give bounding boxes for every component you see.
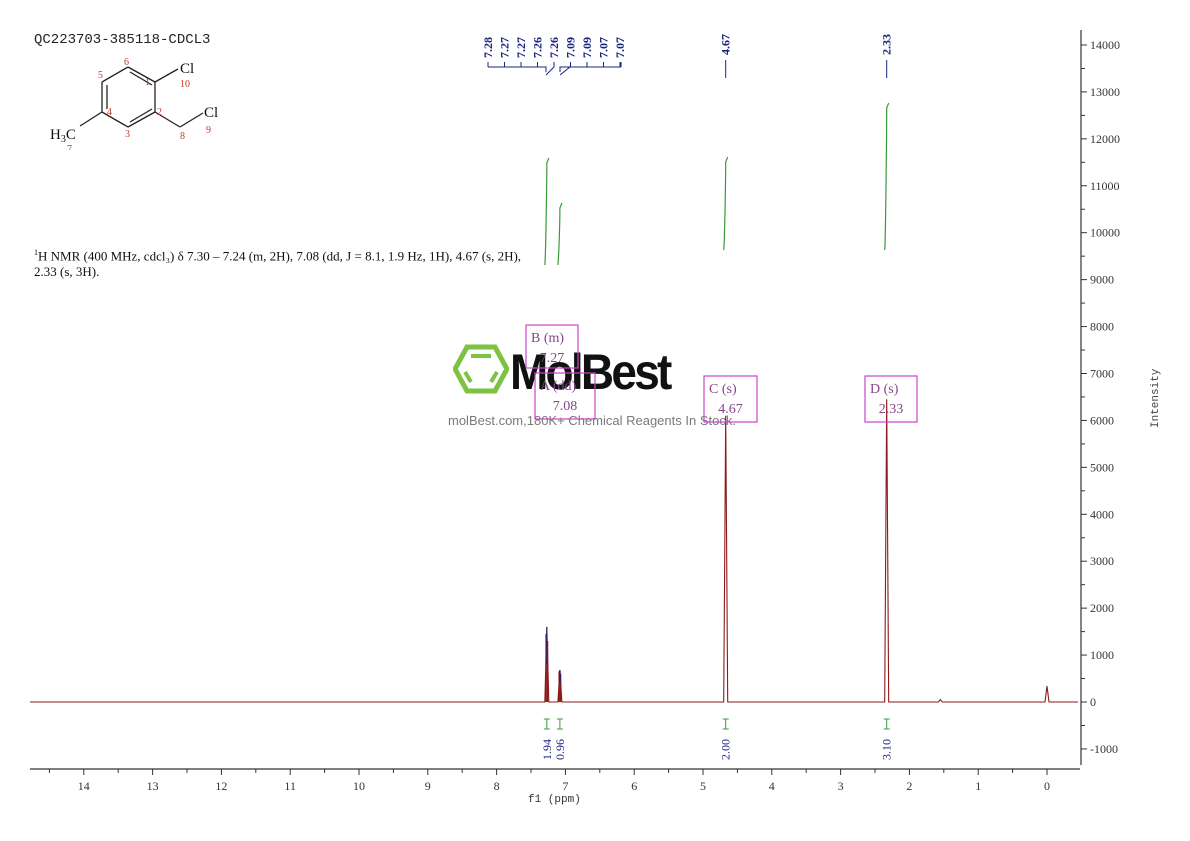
x-tick-label: 4 [769, 779, 775, 793]
svg-text:5: 5 [98, 70, 103, 81]
y-tick-label: 9000 [1090, 273, 1114, 287]
x-tick-label: 1 [975, 779, 981, 793]
integral-value: 3.10 [880, 739, 894, 760]
y-tick-label: 12000 [1090, 132, 1120, 146]
svg-text:4: 4 [107, 107, 112, 118]
nmr-summary: 1H NMR (400 MHz, cdcl₃) δ 7.30 – 7.24 (m… [34, 245, 634, 280]
x-tick-label: 6 [631, 779, 637, 793]
x-tick-label: 3 [838, 779, 844, 793]
methyl-label: H3C [50, 127, 76, 145]
y-tick-label: 2000 [1090, 601, 1114, 615]
svg-text:8: 8 [180, 131, 185, 142]
molbest-logo-icon [453, 344, 509, 394]
svg-text:2: 2 [157, 107, 162, 118]
x-tick-label: 10 [353, 779, 365, 793]
peak-label: 7.26 [531, 37, 545, 58]
integral-curve [557, 202, 563, 266]
summary-line-1: H NMR (400 MHz, cdcl₃) δ 7.30 – 7.24 (m,… [38, 248, 522, 264]
multiplet-box [703, 375, 758, 423]
svg-text:7: 7 [67, 144, 72, 150]
y-tick-label: 5000 [1090, 460, 1114, 474]
svg-text:1: 1 [145, 77, 150, 88]
x-axis-label: f1 (ppm) [528, 794, 581, 806]
y-tick-label: -1000 [1090, 742, 1118, 756]
y-tick-label: 4000 [1090, 507, 1114, 521]
y-tick-label: 13000 [1090, 85, 1120, 99]
multiplet-shift: 2.33 [879, 402, 904, 417]
x-tick-label: 2 [906, 779, 912, 793]
integral-curve [884, 102, 890, 251]
summary-line-2: 2.33 (s, 3H). [34, 264, 100, 280]
y-tick-label: 8000 [1090, 320, 1114, 334]
multiplet-box [534, 372, 596, 420]
x-tick-label: 0 [1044, 779, 1050, 793]
integral-value: 0.96 [553, 739, 567, 760]
multiplet-shift: 7.08 [553, 399, 578, 414]
peak-label: 7.27 [498, 37, 512, 58]
y-tick-label: 11000 [1090, 179, 1120, 193]
multiplet-shift: 7.27 [540, 351, 565, 366]
peak-label: 2.33 [880, 34, 894, 55]
spectrum-trace [30, 399, 1078, 703]
multiplet-box [864, 375, 918, 423]
multiplet-label: C (s) [709, 382, 737, 397]
peak-label: 7.09 [564, 37, 578, 58]
x-tick-label: 12 [215, 779, 227, 793]
svg-text:3: 3 [125, 129, 130, 140]
summary-superscript: 1 [34, 248, 38, 257]
svg-text:6: 6 [124, 57, 129, 68]
svg-text:9: 9 [206, 125, 211, 136]
x-tick-label: 8 [494, 779, 500, 793]
peak-label: 7.28 [481, 37, 495, 58]
y-tick-label: 7000 [1090, 366, 1114, 380]
integral-value: 1.94 [540, 739, 554, 760]
multiplet-label: B (m) [531, 331, 564, 346]
y-tick-label: 10000 [1090, 226, 1120, 240]
multiplet-label: A (dd) [540, 379, 577, 394]
integral-curve [544, 157, 550, 266]
x-tick-label: 9 [425, 779, 431, 793]
peak-label: 7.07 [613, 37, 627, 58]
watermark-brand: MolBest [510, 344, 672, 400]
x-tick-label: 11 [284, 779, 296, 793]
multiplet-box [525, 324, 579, 369]
y-axis-label: Intensity [1150, 368, 1162, 428]
integral-curve [723, 156, 729, 251]
y-tick-label: 14000 [1090, 38, 1120, 52]
multiplet-shift: 4.67 [718, 402, 743, 417]
chemical-structure: Cl Cl H3C 1 2 3 4 5 6 7 8 9 10 [50, 57, 218, 150]
sample-id: QC223703-385118-CDCL3 [34, 32, 211, 48]
chlorine-label-top: Cl [180, 61, 194, 77]
x-tick-label: 14 [78, 779, 90, 793]
integral-value: 2.00 [719, 739, 733, 760]
svg-text:10: 10 [180, 79, 190, 90]
chlorine-label-side: Cl [204, 105, 218, 121]
x-tick-label: 7 [562, 779, 568, 793]
peak-label: 7.26 [547, 37, 561, 58]
peak-label-bracket [487, 62, 622, 72]
peak-label: 7.07 [597, 37, 611, 58]
watermark-tagline: molBest.com,180K+ Chemical Reagents In S… [448, 413, 736, 428]
y-tick-label: 1000 [1090, 648, 1114, 662]
multiplet-label: D (s) [870, 382, 899, 397]
peak-label: 7.27 [514, 37, 528, 58]
x-tick-label: 13 [147, 779, 159, 793]
x-tick-label: 5 [700, 779, 706, 793]
y-tick-label: 3000 [1090, 554, 1114, 568]
y-tick-label: 0 [1090, 695, 1096, 709]
peak-label: 4.67 [719, 34, 733, 55]
peak-label: 7.09 [580, 37, 594, 58]
y-tick-label: 6000 [1090, 413, 1114, 427]
